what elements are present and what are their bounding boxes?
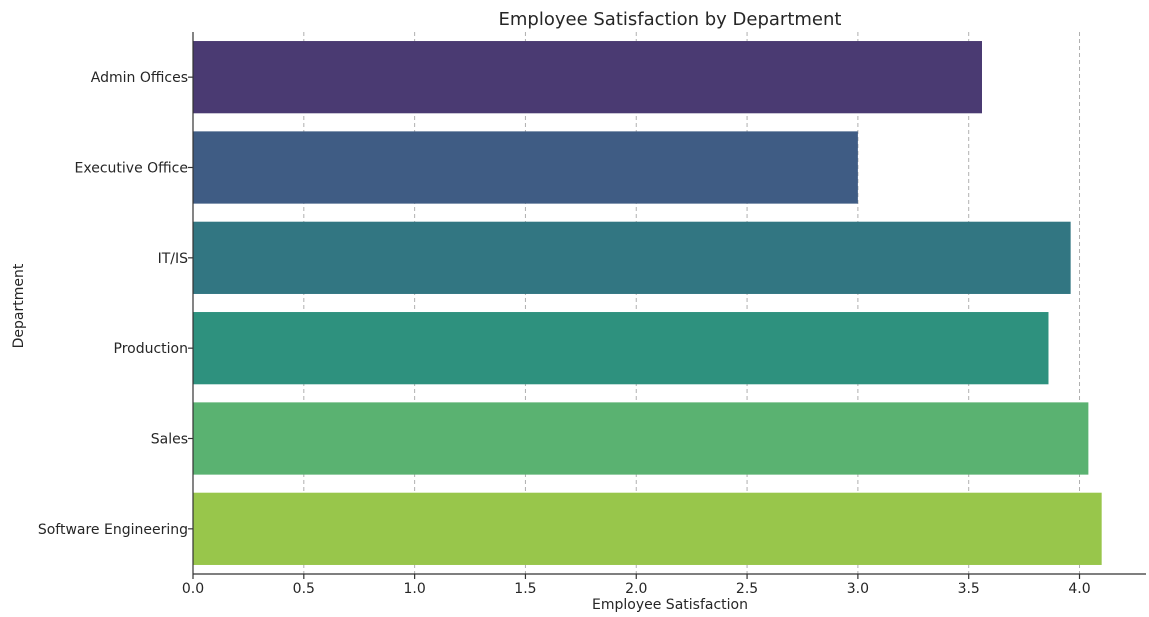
bar <box>193 402 1089 475</box>
y-tick-label: IT/IS <box>158 251 189 267</box>
y-tick-label: Production <box>114 341 188 357</box>
axis-layer <box>192 32 1146 575</box>
x-tick-label: 3.0 <box>847 581 869 597</box>
x-axis-label: Employee Satisfaction <box>592 597 748 613</box>
x-tick-label: 3.5 <box>958 581 980 597</box>
bar <box>193 221 1071 294</box>
grid-layer <box>303 32 1081 574</box>
bar <box>193 41 982 114</box>
x-tick-layer: 0.0 0.5 1.0 1.5 2.0 2.5 3.0 3.5 4.0 <box>182 574 1091 597</box>
x-tick-label: 2.5 <box>736 581 758 597</box>
x-tick-label: 4.0 <box>1068 581 1090 597</box>
x-tick-label: 2.0 <box>625 581 647 597</box>
x-tick-label: 1.5 <box>514 581 536 597</box>
x-tick-label: 0.0 <box>182 581 204 597</box>
y-axis-label: Department <box>11 263 27 348</box>
bar <box>193 312 1049 385</box>
y-tick-layer: Admin Offices Executive Office IT/IS Produc… <box>38 70 193 538</box>
bar <box>193 131 858 204</box>
y-tick-label: Admin Offices <box>91 70 188 86</box>
y-tick-label: Executive Office <box>75 161 188 177</box>
bar-layer <box>193 41 1102 565</box>
chart-title: Employee Satisfaction by Department <box>499 9 842 30</box>
x-tick-label: 1.0 <box>403 581 425 597</box>
y-tick-label: Sales <box>151 432 188 448</box>
x-tick-label: 0.5 <box>293 581 315 597</box>
bar <box>193 492 1102 565</box>
y-tick-label: Software Engineering <box>38 522 188 538</box>
